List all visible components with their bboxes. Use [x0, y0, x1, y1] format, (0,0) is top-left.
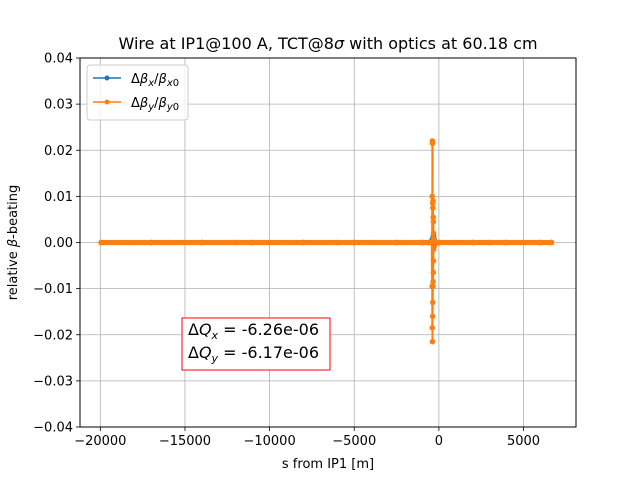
baseline-point — [548, 239, 554, 246]
series-beta-y — [98, 138, 555, 345]
x-tick-label: −15000 — [159, 434, 211, 449]
x-tick-label: −5000 — [332, 434, 376, 449]
data-point — [430, 283, 436, 290]
data-point — [429, 338, 436, 345]
data-point — [430, 278, 436, 285]
data-point — [430, 258, 437, 264]
data-point — [429, 193, 435, 200]
data-point — [430, 205, 436, 211]
data-point — [430, 230, 437, 237]
chart-title: Wire at IP1@100 A, TCT@8σ with optics at… — [118, 34, 537, 53]
legend: Δβx/βx0 Δβy/βy0 — [86, 64, 189, 121]
data-point — [429, 299, 436, 306]
tune-shift-y: ΔQy = -6.17e-06 — [188, 343, 319, 365]
baseline-markers — [98, 239, 554, 246]
data-point — [430, 214, 437, 220]
y-tick-label: 0.01 — [44, 190, 73, 205]
data-point — [430, 198, 436, 204]
x-tick-label: −20000 — [74, 434, 126, 449]
y-tick-label: −0.02 — [33, 328, 73, 343]
data-point — [430, 269, 437, 276]
y-tick-label: 0.02 — [44, 144, 73, 159]
x-tick-label: −10000 — [243, 434, 295, 449]
x-tick-label: 0 — [435, 434, 443, 449]
tune-shift-x: ΔQx = -6.26e-06 — [188, 320, 319, 342]
y-axis-label: relative β-beating — [6, 185, 21, 301]
y-tick-label: −0.04 — [33, 421, 73, 436]
legend-marker-x — [104, 75, 110, 81]
data-point — [430, 246, 437, 253]
y-tick-label: 0.04 — [44, 52, 73, 67]
data-point — [429, 140, 436, 147]
data-point — [429, 313, 436, 320]
series-layer — [98, 138, 555, 345]
y-tick-label: −0.03 — [33, 374, 73, 389]
data-point — [429, 325, 436, 331]
legend-marker-y — [104, 99, 110, 105]
tune-shift-frame — [181, 317, 331, 371]
y-tick-label: 0.03 — [44, 98, 73, 113]
x-axis-label: s from IP1 [m] — [282, 457, 374, 472]
x-tick-label: 5000 — [507, 434, 540, 449]
axis-ticks: −20000 −15000 −10000 −5000 0 5000 −0.04 −0.03 −0… — [33, 52, 540, 450]
y-tick-label: 0.00 — [44, 236, 73, 251]
tune-shift-box: ΔQx = -6.26e-06 ΔQy = -6.17e-06 — [181, 317, 331, 371]
y-tick-label: −0.01 — [33, 282, 73, 297]
data-point — [430, 218, 437, 225]
